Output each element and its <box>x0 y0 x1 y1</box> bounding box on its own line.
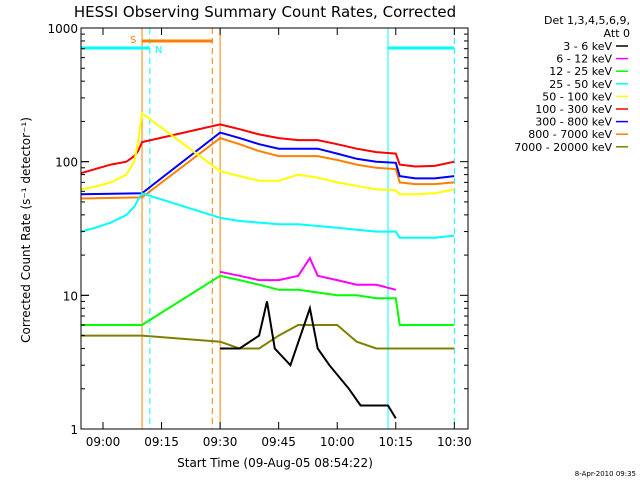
series-line-0 <box>220 301 397 419</box>
plot-frame <box>80 27 469 430</box>
legend-header-line-1: Det 1,3,4,5,6,9, <box>544 14 630 27</box>
x-tick-label-0: 09:00 <box>86 435 121 449</box>
series-line-3 <box>80 192 455 239</box>
x-tick-label-5: 10:15 <box>378 435 413 449</box>
legend-label-6: 300 - 800 keV <box>535 116 612 129</box>
legend-label-2: 12 - 25 keV <box>549 65 612 78</box>
series-line-8 <box>81 324 455 350</box>
x-tick-label-2: 09:30 <box>203 435 238 449</box>
series-line-2 <box>81 274 455 326</box>
series-line-5 <box>80 123 455 175</box>
x-tick-label-4: 10:00 <box>320 435 355 449</box>
x-axis-label: Start Time (09-Aug-05 08:54:22) <box>177 456 373 470</box>
legend-label-0: 3 - 6 keV <box>563 40 612 53</box>
y-axis-label: Corrected Count Rate (s⁻¹ detector⁻¹) <box>19 117 33 343</box>
legend-label-3: 25 - 50 keV <box>549 78 612 91</box>
y-tick-label-3: 1000 <box>47 22 78 36</box>
legend-label-5: 100 - 300 keV <box>535 103 612 116</box>
legend-label-1: 6 - 12 keV <box>556 53 612 66</box>
footer-date: 8-Apr-2010 09:35 <box>575 470 636 478</box>
series-line-6 <box>80 131 455 196</box>
y-tick-label-1: 10 <box>63 289 78 303</box>
legend-label-8: 7000 - 20000 keV <box>514 141 612 154</box>
y-tick-label-0: 1 <box>70 423 78 437</box>
x-tick-label-6: 10:30 <box>437 435 472 449</box>
series-line-1 <box>219 256 397 291</box>
x-tick-label-3: 09:45 <box>261 435 296 449</box>
flag-label-s: S <box>130 35 136 46</box>
x-tick-label-1: 09:15 <box>144 435 179 449</box>
chart-title: HESSI Observing Summary Count Rates, Cor… <box>74 3 456 21</box>
series-line-7 <box>80 136 455 200</box>
legend-header-line-2: Att 0 <box>604 27 630 40</box>
flag-label-n: N <box>155 45 162 56</box>
y-tick-label-2: 100 <box>55 156 78 170</box>
series-line-4 <box>80 111 455 196</box>
legend-label-7: 800 - 7000 keV <box>528 128 612 141</box>
legend-label-4: 50 - 100 keV <box>542 90 612 103</box>
plot-layer: S N 09:00 09:15 09:30 09:45 10:00 10:15 10:30 1 10… <box>47 22 471 449</box>
